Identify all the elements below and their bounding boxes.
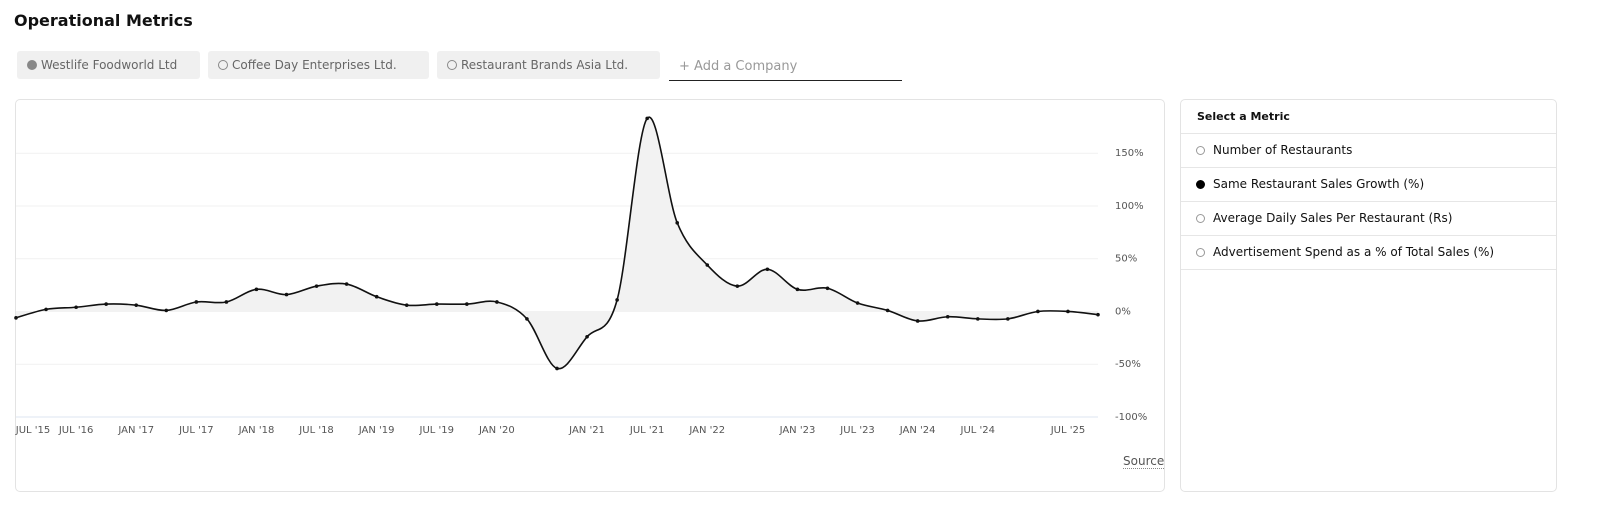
data-point: [434, 302, 439, 306]
data-point: [74, 305, 78, 310]
x-tick-label: JUL '15: [15, 425, 51, 436]
chip-label: Restaurant Brands Asia Ltd.: [461, 58, 629, 72]
chip-dot: [27, 60, 37, 70]
data-point: [585, 335, 589, 339]
company-chip[interactable]: Coffee Day Enterprises Ltd.: [208, 51, 429, 79]
metric-label: Advertisement Spend as a % of Total Sale…: [1213, 245, 1495, 259]
data-point: [615, 298, 619, 302]
x-tick-label: JUL '16: [58, 425, 94, 436]
data-point: [495, 300, 499, 304]
data-point: [194, 300, 199, 304]
x-tick-label: JAN '17: [117, 425, 154, 436]
y-tick-label: 0%: [1115, 306, 1131, 317]
data-point: [1006, 317, 1010, 321]
metric-option[interactable]: Average Daily Sales Per Restaurant (Rs): [1181, 202, 1556, 236]
y-tick-label: 50%: [1115, 254, 1137, 265]
x-tick-label: JUL '17: [178, 425, 214, 436]
data-point: [795, 287, 800, 292]
radio: [1196, 248, 1205, 257]
x-tick-label: JUL '23: [839, 425, 875, 436]
chip-dot: [218, 60, 228, 70]
data-point: [1066, 309, 1070, 314]
data-point: [555, 366, 559, 371]
data-point: [164, 308, 169, 313]
x-tick-label: JAN '22: [688, 425, 725, 436]
y-tick-label: 100%: [1115, 201, 1144, 212]
chip-label: Coffee Day Enterprises Ltd.: [232, 58, 397, 72]
data-point: [705, 263, 710, 267]
x-tick-label: JUL '18: [298, 425, 334, 436]
data-point: [374, 294, 379, 299]
data-point: [344, 282, 349, 286]
data-point: [645, 116, 649, 121]
y-tick-label: 150%: [1115, 148, 1144, 159]
data-point: [885, 308, 890, 313]
chip-label: Westlife Foodworld Ltd: [41, 58, 178, 72]
data-point: [1036, 309, 1040, 314]
metric-option[interactable]: Same Restaurant Sales Growth (%): [1181, 168, 1556, 202]
x-tick-label: JAN '21: [568, 425, 605, 436]
area-fill: [16, 117, 1098, 369]
metric-label: Average Daily Sales Per Restaurant (Rs): [1213, 211, 1453, 225]
company-chip[interactable]: Westlife Foodworld Ltd: [17, 51, 200, 79]
data-point: [525, 317, 529, 321]
chart: -100% -50% 0% 50% 100% 150% JUL '15 JUL '16 JAN …: [14, 116, 1147, 436]
metric-panel: Select a Metric Number of Restaurants Sam…: [1180, 99, 1557, 492]
radio: [1196, 180, 1205, 189]
source-link[interactable]: Source: [1123, 454, 1165, 469]
data-point: [224, 300, 229, 304]
company-chip[interactable]: Restaurant Brands Asia Ltd.: [437, 51, 660, 79]
data-point: [284, 292, 289, 297]
y-tick-label: -50%: [1115, 359, 1141, 370]
x-tick-label: JAN '24: [899, 425, 936, 436]
data-point: [765, 267, 770, 272]
data-point: [465, 302, 469, 306]
data-point: [254, 287, 259, 292]
chip-dot: [447, 60, 457, 70]
chart-panel: [15, 99, 1165, 492]
data-point: [404, 303, 409, 307]
data-point: [945, 314, 950, 319]
x-tick-label: JAN '18: [238, 425, 275, 436]
data-point: [915, 319, 920, 323]
x-tick-label: JUL '25: [1050, 425, 1086, 436]
data-point: [14, 316, 18, 320]
data-point: [735, 284, 740, 288]
metric-label: Same Restaurant Sales Growth (%): [1213, 177, 1425, 191]
data-point: [825, 286, 830, 291]
add-company-input[interactable]: + Add a Company: [669, 55, 902, 81]
data-point: [975, 317, 980, 321]
x-tick-label: JUL '21: [629, 425, 665, 436]
radio: [1196, 214, 1205, 223]
data-point: [855, 301, 860, 305]
data-point: [675, 221, 680, 225]
metric-label: Number of Restaurants: [1213, 143, 1353, 157]
metric-option[interactable]: Advertisement Spend as a % of Total Sale…: [1181, 236, 1556, 270]
series-line: [15, 116, 1099, 370]
data-point: [44, 307, 48, 312]
page-title: Operational Metrics: [14, 11, 193, 30]
y-tick-label: -100%: [1115, 412, 1147, 423]
x-tick-label: JUL '24: [960, 425, 996, 436]
x-tick-label: JAN '20: [478, 425, 515, 436]
data-point: [104, 302, 108, 306]
x-tick-label: JAN '19: [358, 425, 395, 436]
data-point: [1096, 312, 1100, 317]
data-point: [134, 303, 139, 307]
x-tick-label: JUL '19: [419, 425, 455, 436]
radio: [1196, 146, 1205, 155]
metric-option[interactable]: Number of Restaurants: [1181, 134, 1556, 168]
x-tick-label: JAN '23: [779, 425, 816, 436]
metric-panel-title: Select a Metric: [1181, 100, 1556, 134]
data-point: [314, 284, 319, 288]
